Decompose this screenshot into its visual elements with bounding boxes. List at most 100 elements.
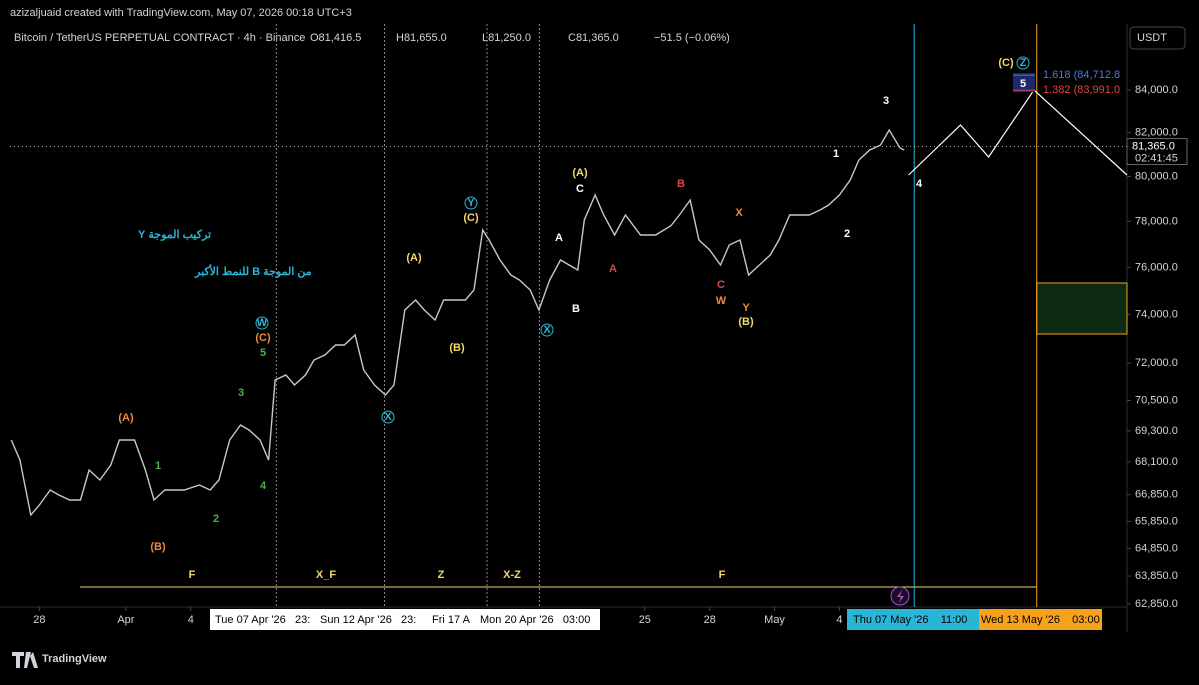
wave-label: B xyxy=(677,178,685,190)
wave-label: W xyxy=(257,317,268,329)
wave-label: 3 xyxy=(883,95,889,107)
symbol: Bitcoin / TetherUS PERPETUAL CONTRACT · … xyxy=(14,32,305,44)
wave-label: C xyxy=(717,279,725,291)
y-tick-label: 69,300.0 xyxy=(1135,425,1178,437)
last-price-box xyxy=(1126,138,1188,166)
date-label: Mon 20 Apr '26 03:00 xyxy=(480,614,590,626)
y-tick-label: 80,000.0 xyxy=(1135,170,1178,182)
note: من الموجة B للنمط الأكبر xyxy=(194,264,312,278)
target-zone xyxy=(1036,282,1128,335)
currency[interactable]: USDT xyxy=(1137,32,1167,44)
chart-area xyxy=(0,24,1199,632)
fib-label: 1.382 (83,991.0 xyxy=(1043,84,1120,96)
ohlc-value: C81,365.0 xyxy=(568,32,619,44)
wave-label: (B) xyxy=(738,316,754,328)
wave-label: Y xyxy=(742,302,750,314)
ohlc-value: −51.5 (−0.06%) xyxy=(654,32,730,44)
fib-box xyxy=(1013,73,1035,93)
wave-label: A xyxy=(609,263,617,275)
wave-label: W xyxy=(716,295,727,307)
note: تركيب الموجة Y xyxy=(138,229,211,241)
y-tick-label: 76,000.0 xyxy=(1135,261,1178,273)
alert-bolt xyxy=(897,590,904,603)
y-tick-label: 65,850.0 xyxy=(1135,515,1178,527)
wave-label: 1 xyxy=(833,148,839,160)
date-label-box xyxy=(210,609,600,630)
brand-logo xyxy=(12,652,38,668)
y-tick-label: 82,000.0 xyxy=(1135,127,1178,139)
wave-label: 1 xyxy=(155,460,161,472)
wave-circle xyxy=(381,410,395,424)
ohlc-value: H81,655.0 xyxy=(396,32,447,44)
wave-label: X xyxy=(735,207,743,219)
date-label: Tue 07 Apr '26 23: xyxy=(215,614,310,626)
date-label: Wed 13 May '26 03:00 xyxy=(981,614,1100,626)
fib-label: 1.618 (84,712.8 xyxy=(1043,69,1120,81)
projection-line xyxy=(908,89,1128,176)
y-tick-label: 78,000.0 xyxy=(1135,215,1178,227)
price-line xyxy=(10,128,905,517)
wave-label: 4 xyxy=(260,480,267,492)
y-tick-label: 64,850.0 xyxy=(1135,542,1178,554)
currency-button[interactable] xyxy=(1129,26,1186,50)
countdown: 02:41:45 xyxy=(1135,152,1178,164)
wave-circle xyxy=(255,316,269,330)
wave-degree-label: F xyxy=(719,569,726,581)
ohlc-value: L81,250.0 xyxy=(482,32,531,44)
wave-label: 5 xyxy=(1020,78,1026,90)
x-tick-label: 4 xyxy=(836,614,842,626)
x-tick-label: May xyxy=(764,614,785,626)
date-label: Fri 17 A xyxy=(432,614,471,626)
wave-label: B xyxy=(572,303,580,315)
y-tick-label: 70,500.0 xyxy=(1135,394,1178,406)
date-label: Thu 07 May '26 11:00 xyxy=(853,614,967,626)
date-label: Sun 12 Apr '26 23: xyxy=(320,614,416,626)
date-label-box xyxy=(979,609,1102,630)
y-tick-label: 62,850.0 xyxy=(1135,598,1178,610)
wave-label: Z xyxy=(1020,57,1027,69)
wave-circle xyxy=(464,196,478,210)
brand: TradingView xyxy=(12,652,107,668)
wave-label: (C) xyxy=(255,332,271,344)
y-tick-label: 84,000.0 xyxy=(1135,84,1178,96)
wave-label: 2 xyxy=(213,513,219,525)
wave-degree-label: F xyxy=(189,569,196,581)
x-tick-label: 25 xyxy=(639,614,651,626)
wave-label: (B) xyxy=(449,342,465,354)
wave-label: X xyxy=(543,324,551,336)
wave-degree-label: X-Z xyxy=(503,569,521,581)
x-tick-label: 28 xyxy=(704,614,716,626)
y-tick-label: 63,850.0 xyxy=(1135,570,1178,582)
x-tick-label: 4 xyxy=(188,614,194,626)
y-tick-label: 66,850.0 xyxy=(1135,489,1178,501)
y-tick-label: 74,000.0 xyxy=(1135,309,1178,321)
y-tick-label: 72,000.0 xyxy=(1135,357,1178,369)
wave-label: (A) xyxy=(118,412,134,424)
wave-label: (C) xyxy=(998,57,1014,69)
x-tick-label: Apr xyxy=(117,614,134,626)
ohlc-value: O81,416.5 xyxy=(310,32,361,44)
wave-circle xyxy=(540,323,554,337)
wave-label: (A) xyxy=(572,167,588,179)
brand-name: TradingView xyxy=(42,653,107,665)
wave-circle xyxy=(1016,56,1030,70)
wave-degree-label: X_F xyxy=(316,569,336,581)
wave-label: (C) xyxy=(463,212,479,224)
date-label-box xyxy=(847,609,979,630)
wave-label: X xyxy=(384,411,392,423)
wave-label: 5 xyxy=(260,347,266,359)
wave-label: 3 xyxy=(238,387,244,399)
y-tick-label: 68,100.0 xyxy=(1135,456,1178,468)
wave-label: (B) xyxy=(150,541,166,553)
wave-degree-label: Z xyxy=(438,569,445,581)
credit: azizaljuaid created with TradingView.com… xyxy=(10,7,352,19)
last-price-label: 81,365.0 xyxy=(1132,140,1175,152)
wave-label: (A) xyxy=(406,252,422,264)
x-tick-label: 28 xyxy=(33,614,45,626)
wave-label: 2 xyxy=(844,228,850,240)
wave-label: 4 xyxy=(916,178,923,190)
wave-label: A xyxy=(555,232,563,244)
wave-label: Y xyxy=(467,197,475,209)
